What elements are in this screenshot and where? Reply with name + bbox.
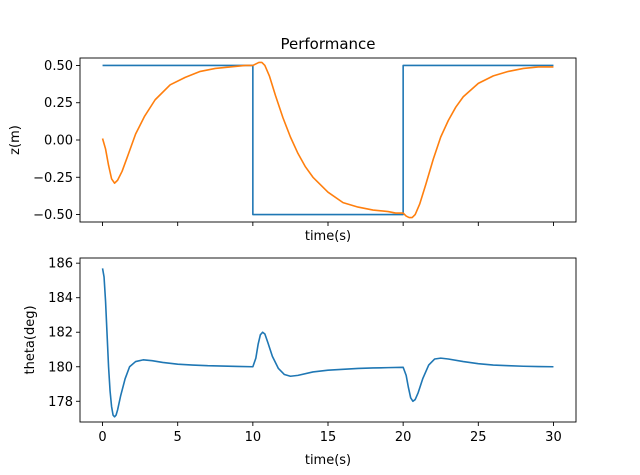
top-y-tick-label: 0.50 bbox=[44, 59, 73, 74]
bottom-x-tick-label: 25 bbox=[470, 430, 487, 445]
bottom-x-tick-label: 0 bbox=[98, 430, 106, 445]
bottom-axes-frame bbox=[79, 257, 577, 423]
bottom-y-tick-label: 186 bbox=[48, 257, 73, 272]
bottom-y-tick-label: 178 bbox=[48, 395, 73, 410]
top-chart-title: Performance bbox=[280, 35, 375, 53]
top-y-axis-label: z(m) bbox=[8, 125, 23, 155]
bottom-x-tick-label: 15 bbox=[320, 430, 337, 445]
top-subplot: −0.50 −0.25 0.00 0.25 0.50 Performance time(s)… bbox=[8, 35, 577, 244]
bottom-x-tick-label: 30 bbox=[545, 430, 562, 445]
top-y-tick-label: −0.25 bbox=[33, 171, 73, 186]
bottom-x-tick-label: 20 bbox=[395, 430, 412, 445]
top-x-axis-label: time(s) bbox=[305, 229, 351, 244]
bottom-series-line-1 bbox=[101, 268, 554, 418]
bottom-y-tick-label: 184 bbox=[48, 291, 73, 306]
bottom-y-tick-label: 182 bbox=[48, 326, 73, 341]
bottom-y-tick-label: 180 bbox=[48, 360, 73, 375]
bottom-subplot: 0 5 10 15 20 25 30 178 180 182 184 186 time(s) theta(… bbox=[23, 257, 577, 468]
top-series-line-2 bbox=[101, 61, 554, 219]
bottom-x-axis-label: time(s) bbox=[305, 453, 351, 468]
bottom-y-axis-label: theta(deg) bbox=[23, 305, 38, 374]
top-series-line-1 bbox=[102, 64, 554, 216]
top-y-tick-label: −0.50 bbox=[33, 208, 73, 223]
bottom-x-tick-label: 5 bbox=[174, 430, 182, 445]
bottom-x-tick-label: 10 bbox=[245, 430, 262, 445]
top-y-tick-label: 0.25 bbox=[44, 96, 73, 111]
top-axes-frame bbox=[79, 57, 577, 223]
top-y-tick-label: 0.00 bbox=[44, 134, 73, 149]
